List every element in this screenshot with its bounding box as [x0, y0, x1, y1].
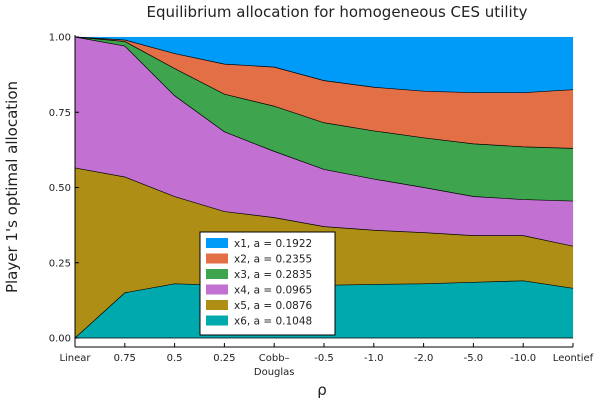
legend-label-4: x4, a = 0.0965 — [234, 285, 312, 297]
legend-label-1: x1, a = 0.1922 — [234, 238, 312, 250]
legend-swatch-3 — [206, 269, 228, 279]
y-tick-label: 1.00 — [49, 33, 71, 44]
x-tick-label: Linear — [59, 353, 91, 364]
legend-label-6: x6, a = 0.1048 — [234, 316, 312, 328]
axes — [74, 35, 574, 348]
y-tick-label: 0.25 — [49, 258, 71, 269]
x-tick-label: -2.0 — [414, 353, 434, 364]
legend-label-3: x3, a = 0.2835 — [234, 269, 312, 281]
legend-label-2: x2, a = 0.2355 — [234, 254, 312, 266]
series-area-5 — [75, 37, 573, 149]
series-boundary-line-4 — [74, 36, 574, 149]
y-tick-label: 0.50 — [49, 183, 71, 194]
y-axis-title: Player 1's optimal allocation — [3, 81, 21, 293]
series-area-4 — [75, 37, 573, 202]
series-area-6 — [75, 37, 573, 93]
x-tick-label: Cobb– Douglas — [254, 353, 295, 378]
legend-swatch-2 — [206, 253, 228, 264]
series-boundary-line-3 — [74, 36, 574, 202]
tick-labels: 0.00 0.25 0.50 0.75 1.00 Linear 0.75 0.5 0.25 Cob… — [49, 33, 594, 379]
x-tick-label: 0.25 — [213, 353, 235, 364]
legend: x1, a = 0.1922 x2, a = 0.2355 x3, a = 0.28… — [199, 231, 336, 336]
series-boundary-line-2 — [74, 167, 574, 247]
y-tick-label: 0.00 — [49, 334, 71, 345]
x-tick-label: -10.0 — [510, 353, 536, 364]
chart-title: Equilibrium allocation for homogeneous C… — [147, 3, 528, 21]
legend-label-5: x5, a = 0.0876 — [234, 300, 313, 312]
y-tick-label: 0.75 — [49, 108, 71, 119]
series-area-3 — [75, 37, 573, 247]
x-tick-label: 0.75 — [114, 353, 136, 364]
x-tick-label: -1.0 — [364, 353, 384, 364]
x-tick-label: -0.5 — [314, 353, 334, 364]
legend-swatch-6 — [206, 315, 228, 326]
x-axis-title: ρ — [317, 381, 327, 399]
series-boundary-line-5 — [74, 36, 574, 94]
x-tick-label: 0.5 — [167, 353, 183, 364]
x-tick-label: Leontief — [553, 353, 594, 364]
legend-swatch-1 — [206, 238, 228, 248]
x-tick-label: -5.0 — [464, 353, 484, 364]
legend-swatch-5 — [206, 300, 228, 310]
legend-swatch-4 — [206, 284, 228, 295]
